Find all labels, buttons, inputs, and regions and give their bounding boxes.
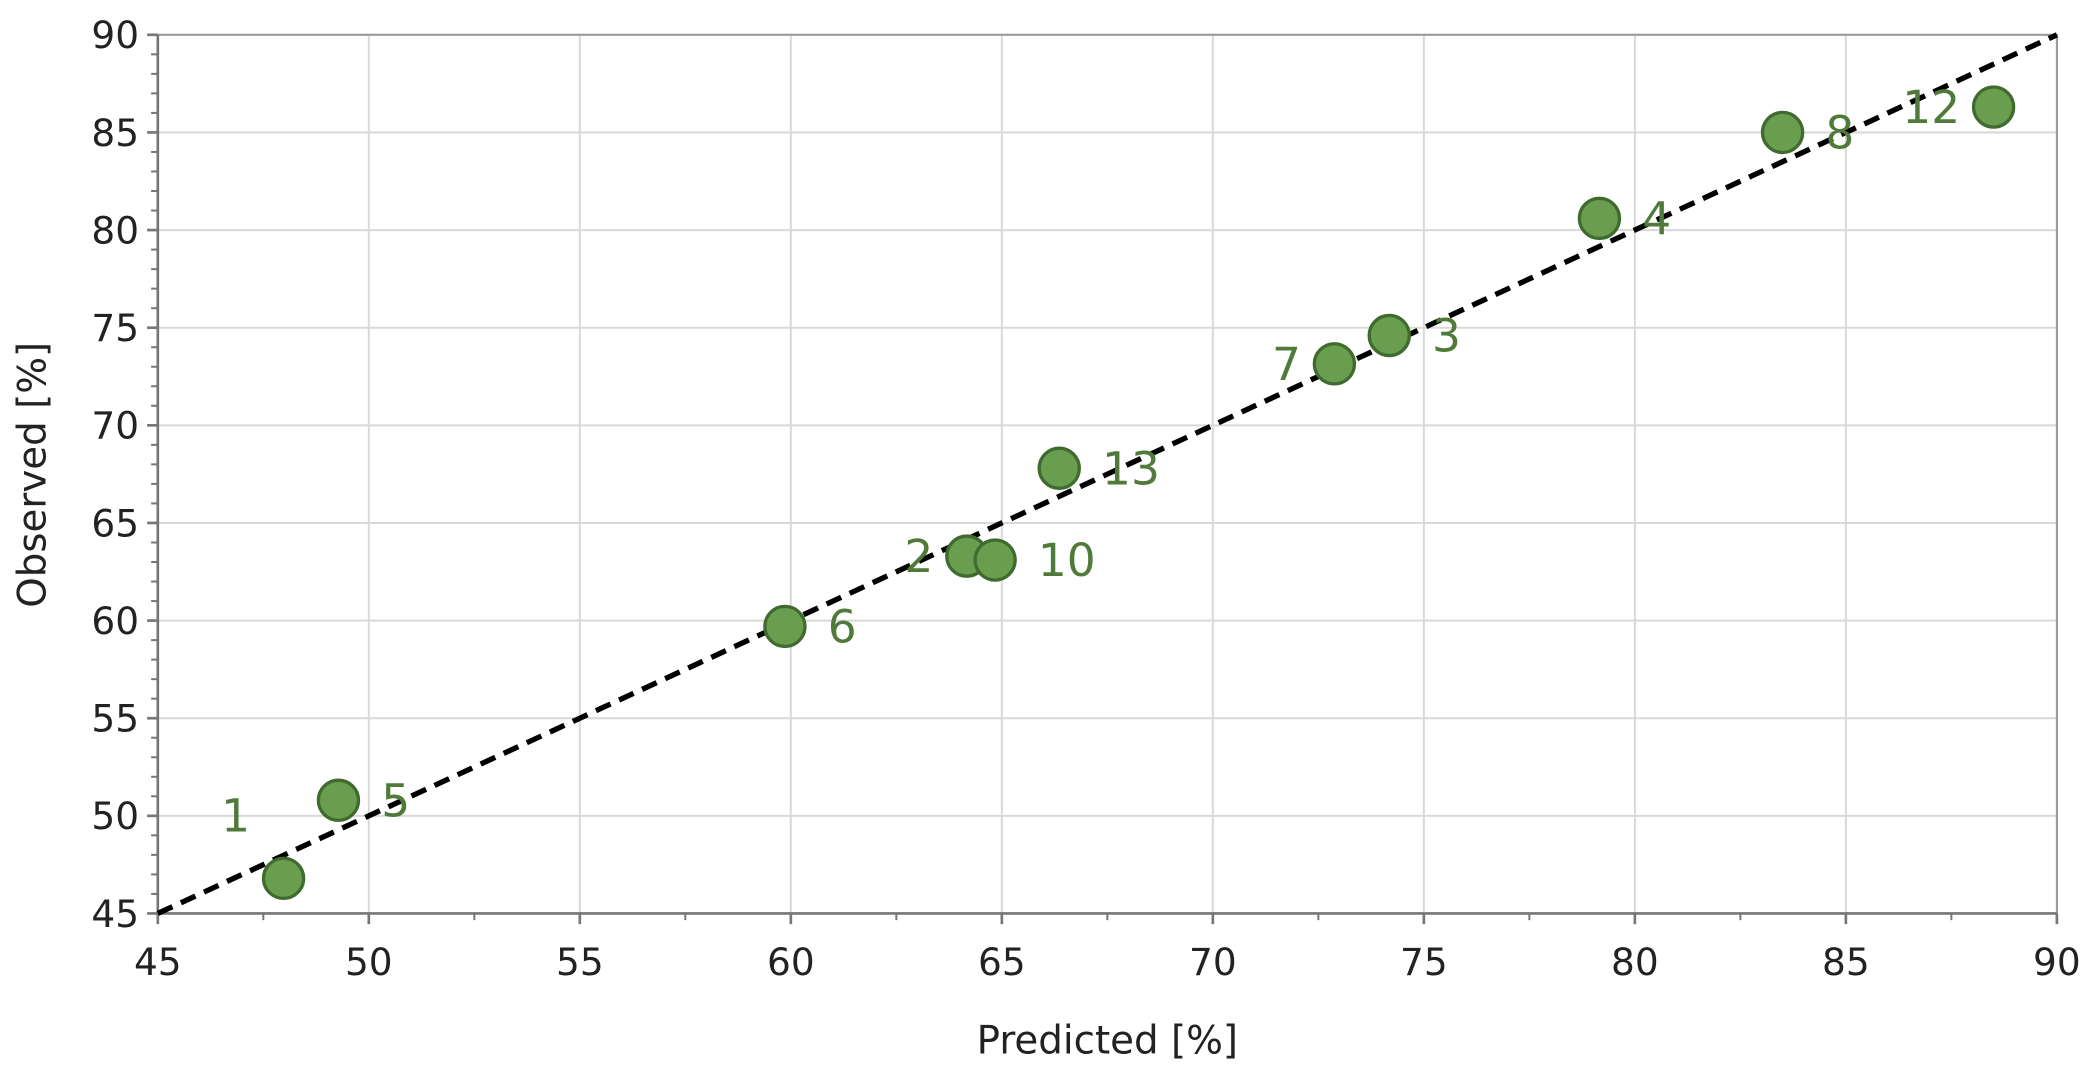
- point-label: 7: [1272, 338, 1301, 391]
- x-tick-label: 65: [978, 940, 1026, 984]
- point-label: 6: [828, 600, 857, 653]
- point: [316, 778, 361, 822]
- point-label: 13: [1102, 442, 1160, 495]
- x-tick-label: 45: [134, 940, 182, 984]
- y-tick-label: 65: [91, 501, 139, 545]
- point-label: 3: [1432, 310, 1461, 363]
- point-label: 5: [381, 774, 410, 827]
- x-tick-label: 75: [1400, 940, 1448, 984]
- y-tick-label: 75: [91, 306, 139, 350]
- point-label: 12: [1902, 81, 1960, 134]
- point: [973, 538, 1017, 582]
- point-label: 4: [1642, 192, 1671, 245]
- x-tick-label: 60: [767, 940, 815, 984]
- point: [1760, 110, 1805, 155]
- point-label: 10: [1038, 534, 1096, 587]
- x-axis-label: Predicted [%]: [977, 1019, 1238, 1064]
- y-tick-label: 55: [91, 697, 139, 741]
- point: [1312, 342, 1357, 386]
- point-label: 2: [904, 530, 933, 583]
- point: [1367, 313, 1411, 358]
- y-tick-label: 45: [91, 892, 139, 936]
- point-label: 8: [1825, 106, 1854, 159]
- x-tick-label: 50: [345, 940, 393, 984]
- point: [1037, 446, 1081, 491]
- y-tick-label: 80: [91, 208, 139, 252]
- y-tick-label: 70: [91, 404, 139, 448]
- x-tick-label: 90: [2033, 940, 2081, 984]
- x-tick-label: 55: [556, 940, 604, 984]
- identity-line: [156, 32, 2059, 916]
- x-tick-label: 85: [1822, 940, 1870, 984]
- y-tick-label: 60: [91, 599, 139, 643]
- y-tick-label: 50: [91, 794, 139, 838]
- y-tick-label: 90: [91, 13, 139, 57]
- point: [261, 856, 306, 901]
- point: [763, 604, 807, 649]
- point: [1577, 196, 1622, 241]
- x-tick-label: 70: [1189, 940, 1237, 984]
- point-label: 1: [221, 790, 250, 843]
- y-tick-label: 85: [91, 111, 139, 155]
- y-axis-label: Observed [%]: [10, 342, 55, 608]
- x-tick-label: 80: [1611, 940, 1659, 984]
- point: [1971, 85, 2016, 129]
